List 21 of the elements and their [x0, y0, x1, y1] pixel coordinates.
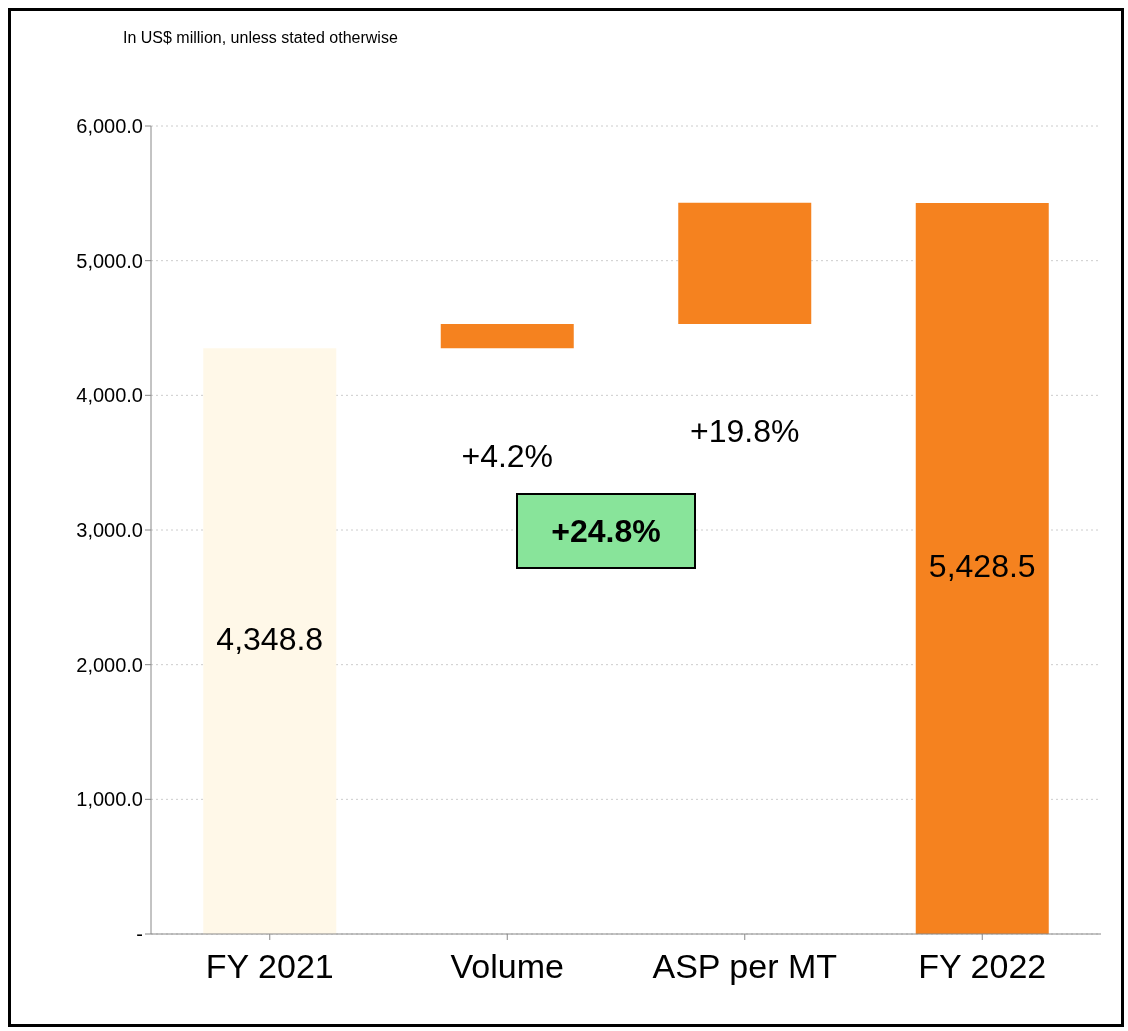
bar [678, 202, 812, 324]
x-tick-label: FY 2022 [918, 947, 1047, 986]
bar [915, 202, 1049, 934]
y-tick-label: 3,000.0 [76, 519, 143, 542]
x-tick-label: FY 2021 [205, 947, 334, 986]
chart-subtitle: In US$ million, unless stated otherwise [123, 29, 398, 47]
bar [203, 348, 337, 934]
x-tick-label: Volume [450, 947, 564, 986]
bar [440, 324, 574, 349]
y-tick-label: 6,000.0 [76, 115, 143, 138]
x-tick-label: ASP per MT [652, 947, 838, 986]
annotation: +4.2% [461, 437, 554, 474]
data-label: 4,348.8 [216, 620, 324, 657]
y-tick-label: 1,000.0 [76, 788, 143, 811]
annotation: +24.8% [516, 493, 696, 569]
y-tick-label: 4,000.0 [76, 384, 143, 407]
y-tick-label: - [136, 923, 143, 946]
data-label: 5,428.5 [928, 547, 1036, 584]
y-tick-label: 5,000.0 [76, 249, 143, 272]
y-tick-label: 2,000.0 [76, 653, 143, 676]
annotation: +19.8% [690, 413, 800, 450]
